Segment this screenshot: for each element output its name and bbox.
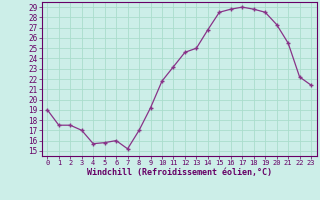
X-axis label: Windchill (Refroidissement éolien,°C): Windchill (Refroidissement éolien,°C) <box>87 168 272 177</box>
